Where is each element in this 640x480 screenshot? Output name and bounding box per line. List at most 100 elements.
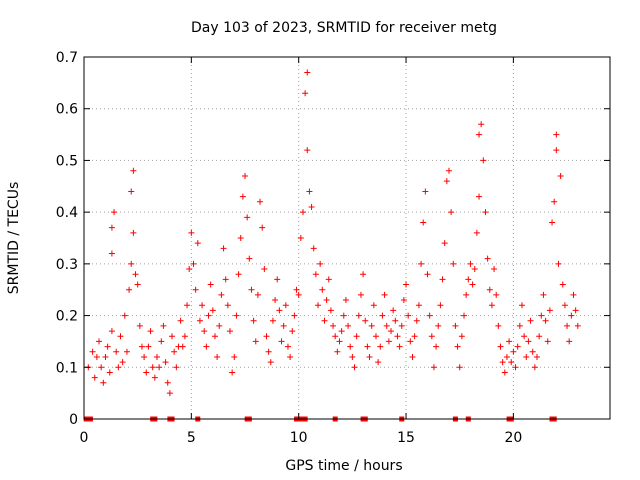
y-tick-label: 0.1 [56, 360, 78, 376]
data-point [355, 312, 362, 319]
data-point [478, 121, 485, 128]
data-point [199, 302, 206, 309]
data-point [173, 364, 180, 371]
data-point [315, 302, 322, 309]
data-point [499, 359, 506, 366]
data-point [415, 302, 422, 309]
data-point [351, 364, 358, 371]
data-point [349, 353, 356, 360]
data-point [471, 266, 478, 273]
data-point [115, 364, 122, 371]
data-point [551, 198, 558, 205]
data-point [536, 333, 543, 340]
data-point [312, 271, 319, 278]
data-point [261, 266, 268, 273]
data-point [467, 260, 474, 267]
data-point [98, 364, 105, 371]
data-point [181, 333, 188, 340]
data-point [226, 328, 233, 335]
data-point [272, 297, 279, 304]
data-point [188, 229, 195, 236]
data-point [246, 255, 253, 262]
x-tick-label: 20 [504, 430, 522, 446]
data-point [214, 353, 221, 360]
data-point [297, 235, 304, 241]
data-point [186, 266, 193, 273]
data-point [100, 379, 107, 386]
y-tick-label: 0.4 [56, 205, 78, 221]
data-point [106, 369, 113, 376]
data-point [420, 219, 427, 226]
data-point [437, 302, 444, 309]
data-point [561, 302, 568, 309]
data-point [388, 328, 395, 335]
data-point [506, 338, 513, 345]
data-point [239, 193, 246, 200]
data-point [443, 178, 450, 185]
data-point [572, 307, 579, 314]
data-point [143, 369, 150, 376]
data-point [233, 312, 240, 319]
data-point [209, 307, 216, 314]
data-point [265, 348, 272, 355]
y-tick-label: 0.6 [56, 102, 78, 118]
data-point [257, 198, 264, 205]
data-point [203, 343, 210, 350]
data-point [235, 271, 242, 278]
data-point [299, 209, 306, 216]
data-point [327, 307, 334, 314]
data-point [501, 369, 508, 376]
data-point [553, 147, 560, 154]
data-point [184, 302, 191, 309]
data-point [574, 322, 581, 329]
data-point [317, 260, 324, 267]
data-point [482, 209, 489, 216]
data-point [196, 317, 203, 324]
data-point [147, 328, 154, 335]
x-tick-label: 10 [290, 430, 308, 446]
data-point [422, 188, 429, 195]
data-point [158, 338, 165, 345]
data-point [156, 364, 163, 371]
data-point [555, 260, 562, 267]
x-tick-label: 0 [80, 430, 89, 446]
data-point [458, 333, 465, 340]
data-point [224, 302, 231, 309]
data-point [218, 291, 225, 298]
data-point [357, 291, 364, 298]
data-point [179, 343, 186, 350]
data-point [248, 286, 255, 293]
data-point [169, 333, 176, 340]
data-point [308, 203, 315, 210]
data-point [525, 338, 532, 345]
data-point [254, 291, 261, 298]
data-points [85, 69, 581, 397]
data-point [205, 312, 212, 319]
data-point [364, 343, 371, 350]
data-point [413, 317, 420, 324]
data-point [323, 297, 330, 304]
data-point [557, 172, 564, 179]
data-point [306, 188, 313, 195]
data-point [521, 333, 528, 340]
data-point [439, 276, 446, 283]
data-point [113, 348, 120, 355]
data-point [508, 359, 515, 366]
data-point [428, 333, 435, 340]
data-point [407, 338, 414, 345]
data-point [250, 317, 257, 324]
data-point [411, 333, 418, 340]
data-point [89, 348, 96, 355]
y-tick-label: 0.7 [56, 50, 78, 66]
data-point [302, 90, 309, 97]
data-point [430, 364, 437, 371]
data-point [229, 369, 236, 376]
data-point [486, 286, 493, 293]
data-point [244, 214, 251, 221]
data-point [310, 245, 317, 252]
data-point [342, 297, 349, 304]
plot-frame [83, 56, 611, 420]
data-point [130, 229, 137, 236]
data-point [534, 353, 541, 360]
data-point [304, 147, 311, 154]
